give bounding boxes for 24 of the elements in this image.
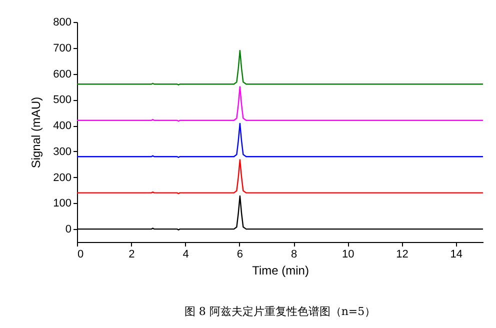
- x-tick-label: 12: [396, 248, 408, 260]
- x-tick-label: 10: [342, 248, 354, 260]
- caption: 图 8 阿兹夫定片重复性色谱图（n=5）: [184, 305, 376, 318]
- x-tick-label: 0: [78, 248, 84, 260]
- y-tick-label: 0: [65, 224, 72, 236]
- y-tick-label: 600: [53, 68, 72, 80]
- x-tick-label: 4: [182, 248, 189, 260]
- x-axis-title: Time (min): [252, 264, 309, 278]
- x-tick-label: 2: [128, 248, 135, 260]
- y-axis-title: Signal (mAU): [29, 96, 44, 168]
- y-tick-label: 700: [53, 42, 72, 54]
- y-tick-label: 800: [53, 16, 72, 28]
- line-series: [76, 50, 484, 86]
- y-tick-label: 500: [53, 94, 72, 106]
- x-tick-label: 8: [290, 248, 298, 260]
- line-series: [76, 86, 484, 122]
- y-tick-label: 400: [53, 120, 72, 132]
- x-tick-label: 14: [450, 248, 463, 260]
- y-tick-label: 100: [53, 198, 72, 210]
- line-series: [76, 159, 484, 194]
- y-tick-label: 300: [53, 146, 72, 158]
- x-tick-label: 6: [236, 248, 243, 260]
- y-tick-label: 200: [53, 172, 72, 184]
- line-series: [76, 122, 484, 158]
